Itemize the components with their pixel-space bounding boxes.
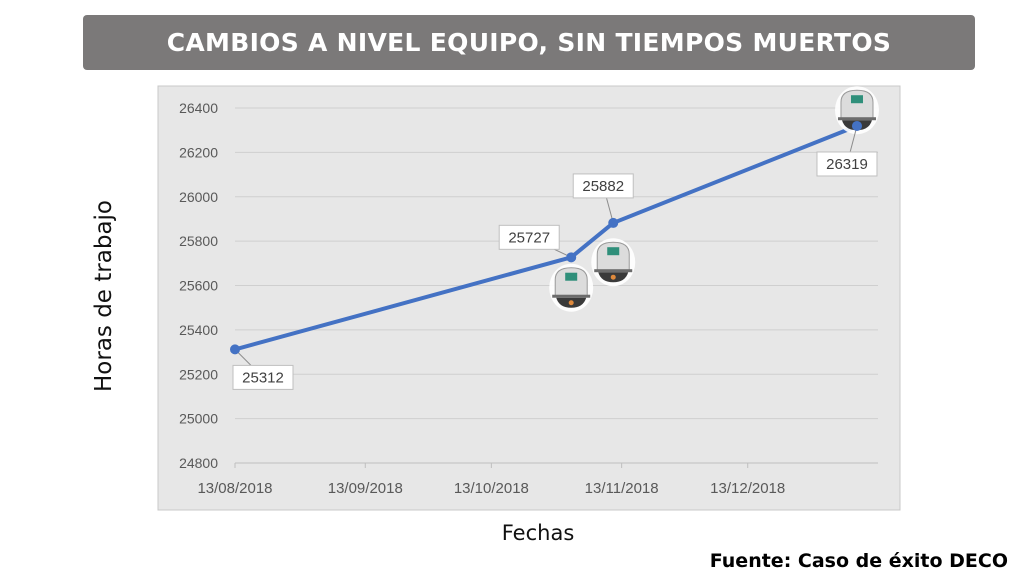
data-label-box: [572, 173, 634, 199]
data-label: 25882: [582, 178, 624, 195]
y-tick-label: 26000: [179, 189, 218, 205]
data-label-box: [816, 151, 878, 177]
data-label-box: [232, 364, 294, 390]
y-tick-label: 25200: [179, 366, 218, 382]
x-tick-label: 13/12/2018: [710, 480, 785, 497]
plot-area: [157, 85, 901, 511]
y-axis-label: Horas de trabajo: [91, 200, 117, 392]
y-tick-label: 25400: [179, 322, 218, 338]
y-tick-label: 25600: [179, 278, 218, 294]
x-tick-label: 13/08/2018: [197, 480, 272, 497]
series-line: [233, 123, 859, 352]
data-point: [608, 217, 619, 228]
data-label: 26319: [826, 156, 868, 173]
data-label-box: [498, 224, 560, 250]
y-tick-label: 24800: [179, 455, 218, 471]
data-point: [230, 344, 240, 355]
x-tick-label: 13/11/2018: [585, 480, 659, 497]
y-tick-label: 26400: [179, 100, 218, 116]
page-title: CAMBIOS A NIVEL EQUIPO, SIN TIEMPOS MUER…: [166, 28, 892, 57]
equipment-icon: [591, 238, 636, 287]
y-tick-label: 26200: [179, 144, 218, 160]
data-point: [566, 252, 577, 263]
x-tick-label: 13/09/2018: [328, 480, 403, 497]
y-tick-label: 25800: [179, 233, 218, 249]
data-label: 25312: [242, 369, 284, 386]
title-banner: CAMBIOS A NIVEL EQUIPO, SIN TIEMPOS MUER…: [83, 15, 975, 70]
y-tick-label: 25000: [179, 411, 218, 427]
equipment-icon: [549, 263, 594, 312]
source-note: Fuente: Caso de éxito DECO: [709, 550, 1008, 572]
data-point: [851, 120, 862, 131]
x-tick-label: 13/10/2018: [454, 480, 529, 497]
x-axis-label: Fechas: [501, 521, 575, 545]
data-label: 25727: [508, 229, 550, 246]
